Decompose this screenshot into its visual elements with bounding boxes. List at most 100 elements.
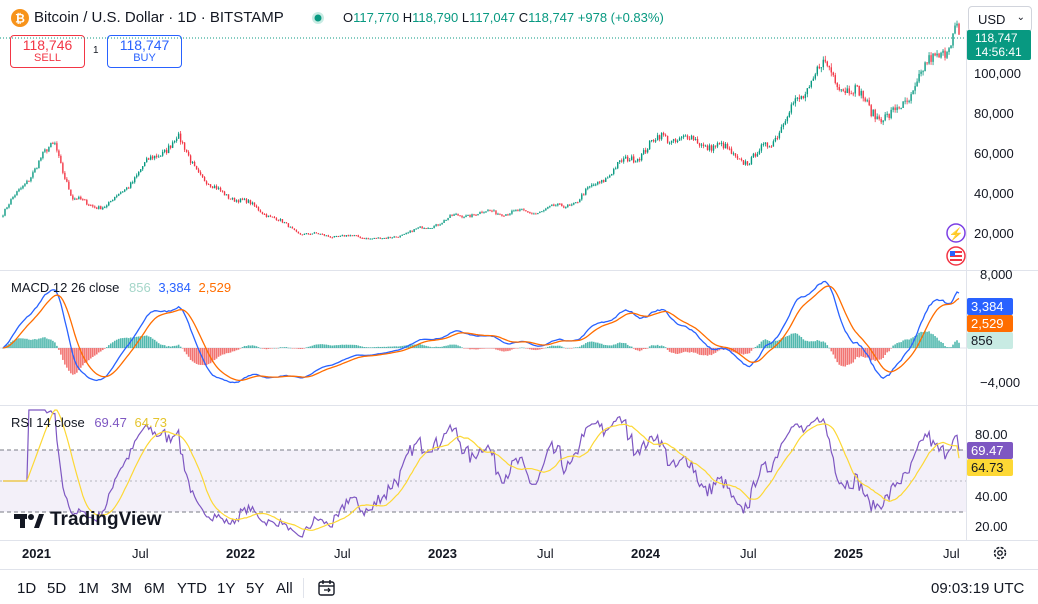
macd-histogram-bar [129, 337, 132, 348]
timeframe-all[interactable]: All [276, 580, 293, 597]
macd-histogram-bar [782, 337, 785, 348]
macd-histogram-bar [259, 347, 262, 349]
us-flag-icon[interactable] [946, 246, 966, 266]
candle-body [102, 207, 104, 210]
macd-histogram-bar [594, 342, 597, 348]
symbol-title[interactable]: Bitcoin / U.S. Dollar · 1D · BITSTAMP [34, 9, 284, 26]
timeframe-5d[interactable]: 5D [47, 580, 67, 597]
macd-histogram-bar [457, 345, 459, 348]
macd-histogram-bar [938, 340, 940, 348]
macd-histogram-bar [359, 346, 362, 348]
candle-body [110, 200, 112, 203]
macd-histogram-bar [487, 348, 489, 349]
timeframe-ytd[interactable]: YTD [177, 580, 207, 597]
macd-histogram-bar [60, 348, 62, 355]
candle-body [423, 228, 425, 230]
candle-body [199, 172, 202, 175]
candle-body [329, 236, 332, 238]
rsi-legend[interactable]: RSI 14 close 69.47 64.73 [11, 415, 167, 430]
candle-body [20, 188, 22, 190]
candle-body [593, 184, 595, 186]
candle-body [46, 149, 48, 152]
candle-body [427, 228, 429, 230]
macd-histogram-bar [948, 347, 950, 348]
macd-histogram-bar [503, 348, 505, 352]
timeframe-1d[interactable]: 1D [17, 580, 37, 597]
candle-body [716, 143, 719, 147]
macd-histogram-bar [415, 344, 417, 348]
macd-histogram-bar [814, 341, 817, 348]
sell-button[interactable]: 118,746 SELL [10, 35, 85, 68]
candle-body [161, 151, 164, 156]
macd-histogram-bar [493, 348, 495, 349]
macd-histogram-bar [277, 347, 280, 349]
candle-body [455, 213, 457, 215]
calendar-range-icon[interactable] [317, 578, 337, 598]
candle-body [351, 235, 353, 237]
candle-body [774, 137, 777, 142]
candle-body [64, 172, 66, 179]
candle-body [770, 146, 773, 148]
candle-body [487, 210, 489, 212]
candle-body [826, 61, 828, 66]
timeframe-1y[interactable]: 1Y [217, 580, 236, 597]
macd-histogram-bar [820, 341, 823, 348]
macd-histogram-bar [852, 348, 855, 363]
rsi-ma-line [3, 409, 960, 531]
candle-body [299, 233, 302, 235]
candle-body [32, 172, 34, 178]
macd-histogram-bar [421, 344, 423, 348]
candle-body [84, 199, 86, 201]
macd-histogram-bar [758, 343, 761, 348]
candle-body [381, 238, 383, 240]
candle-body [688, 138, 691, 140]
candle-body [122, 191, 124, 193]
candle-body [551, 204, 553, 206]
candle-body [543, 210, 545, 212]
candle-body [575, 202, 577, 204]
macd-histogram-bar [535, 348, 537, 351]
macd-histogram-bar [397, 346, 399, 348]
candle-body [116, 195, 118, 197]
candle-body [830, 67, 832, 73]
candle-body [710, 145, 713, 151]
macd-histogram-bar [674, 348, 677, 354]
candle-body [623, 158, 625, 162]
macd-histogram-bar [117, 338, 120, 348]
macd-histogram-bar [409, 344, 411, 348]
candle-body [527, 211, 529, 213]
candle-body [144, 162, 146, 167]
timeframe-3m[interactable]: 3M [111, 580, 132, 597]
gear-icon[interactable] [992, 545, 1008, 561]
timeframe-1m[interactable]: 1M [78, 580, 99, 597]
candle-body [419, 226, 421, 228]
candle-body [245, 198, 248, 203]
candle-body [341, 235, 343, 237]
ai-sparkle-icon[interactable]: ⚡ [946, 223, 966, 243]
candle-body [22, 185, 24, 189]
timeframe-5y[interactable]: 5Y [246, 580, 265, 597]
candle-body [632, 156, 635, 163]
macd-legend[interactable]: MACD 12 26 close 856 3,384 2,529 [11, 280, 231, 295]
tradingview-logo[interactable]: TradingView [14, 509, 162, 531]
candle-body [720, 142, 723, 144]
macd-histogram-bar [892, 345, 894, 348]
timeframe-6m[interactable]: 6M [144, 580, 165, 597]
macd-histogram-bar [584, 343, 587, 348]
candle-body [98, 206, 100, 209]
macd-histogram-bar [157, 343, 160, 348]
market-open-dot-icon [312, 12, 324, 24]
candle-body [848, 88, 850, 94]
candle-body [599, 181, 601, 183]
macd-value: 3,384 [158, 280, 191, 295]
macd-histogram-bar [363, 347, 366, 348]
buy-button[interactable]: 118,747 BUY [107, 35, 182, 68]
macd-histogram-bar [664, 347, 667, 348]
candle-body [233, 197, 236, 202]
candle-body [680, 137, 683, 139]
clock[interactable]: 09:03:19 UTC [931, 580, 1025, 597]
candle-body [439, 224, 441, 226]
high-value: 118,790 [412, 10, 459, 25]
macd-histogram-bar [337, 345, 340, 348]
